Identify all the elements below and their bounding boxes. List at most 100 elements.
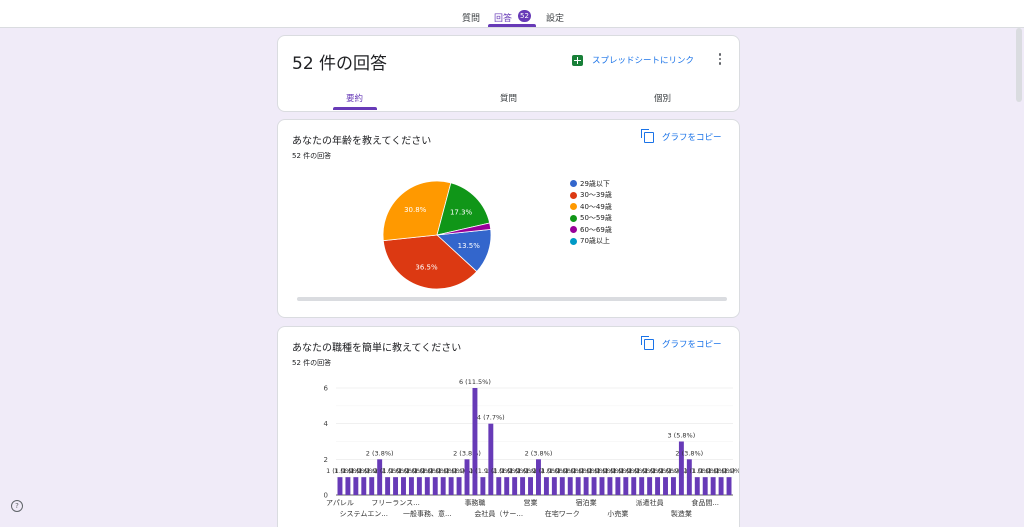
legend-label-5: 70歳以上 (580, 237, 610, 246)
bar-31 (583, 477, 589, 495)
x-tick-label: フリーランス... (371, 499, 420, 507)
bar-16 (464, 459, 470, 495)
bar-data-label-42: 1 (1.9%) (660, 467, 688, 475)
subtab-individual[interactable]: 個別 (654, 94, 672, 104)
bar-48 (718, 477, 724, 495)
bar-data-label-14: 1 (1.9%) (437, 467, 465, 475)
bar-data-label-24: 1 (1.9%) (517, 467, 545, 475)
bar-25 (536, 459, 541, 495)
bar-20 (496, 477, 502, 495)
top-navigation: 質問 回答 52 設定 (0, 0, 1024, 28)
legend-item-1: 30～39歳 (570, 190, 612, 202)
bar-data-label-33: 1 (1.9%) (588, 467, 616, 475)
bar-data-label-19: 4 (7.7%) (477, 414, 505, 422)
bar-data-label-35: 1 (1.9%) (604, 467, 632, 475)
bar-data-label-17: 6 (11.5%) (459, 378, 491, 386)
legend-item-5: 70歳以上 (570, 236, 612, 248)
bar-19 (488, 423, 494, 495)
horizontal-scrollbar[interactable] (297, 297, 727, 301)
bar-11 (424, 477, 430, 495)
bar-14 (448, 477, 454, 495)
pie-slice-1 (382, 234, 478, 290)
bar-data-label-26: 1 (1.9%) (533, 467, 561, 475)
bar-24 (528, 477, 533, 495)
bar-data-label-3: 1 (1.9%) (350, 467, 378, 475)
bar-47 (710, 477, 716, 495)
bar-data-label-10: 1 (1.9%) (405, 467, 433, 475)
bar-30 (575, 477, 581, 495)
legend-label-4: 60～69歳 (580, 225, 612, 234)
bar-data-label-22: 1 (1.9%) (501, 467, 529, 475)
page-scrollbar[interactable] (1016, 28, 1022, 102)
copy-icon (641, 128, 654, 143)
bar-33 (599, 477, 605, 495)
y-tick-label: 2 (324, 456, 328, 464)
bar-data-label-36: 1 (1.9%) (612, 467, 640, 475)
bar-10 (416, 477, 422, 495)
bar-3 (361, 477, 367, 495)
legend-label-0: 29歳以下 (580, 179, 610, 188)
bar-data-label-6: 1 (1.9%) (374, 467, 402, 475)
bar-0 (337, 477, 343, 495)
legend-item-2: 40～49歳 (570, 201, 612, 213)
more-vert-icon[interactable] (718, 53, 722, 67)
bar-41 (663, 477, 668, 495)
bar-data-label-29: 1 (1.9%) (556, 467, 584, 475)
bar-7 (393, 477, 399, 495)
responses-header-card: 52 件の回答 スプレッドシートにリンク 要約 質問 個別 (277, 35, 740, 112)
pie-slice-label-0: 13.5% (458, 242, 481, 250)
tab-responses[interactable]: 回答 (494, 14, 513, 24)
bar-data-label-32: 1 (1.9%) (580, 467, 608, 475)
tab-questions[interactable]: 質問 (462, 14, 481, 24)
link-spreadsheet-button[interactable]: スプレッドシートにリンク (572, 54, 694, 66)
x-tick-label: 会社員（サー... (474, 509, 523, 518)
bar-data-label-49: 1 (1.9%) (715, 467, 739, 475)
age-pie-chart: 13.5% 36.5% 30.8% 17.3% (382, 180, 492, 290)
bar-8 (401, 477, 406, 495)
bar-5 (377, 459, 383, 495)
x-tick-label: 事務職 (464, 498, 485, 507)
bar-6 (385, 477, 391, 495)
subtab-summary[interactable]: 要約 (346, 94, 364, 104)
bar-1 (345, 477, 351, 495)
bar-42 (670, 477, 676, 495)
tab-settings[interactable]: 設定 (546, 14, 565, 24)
bar-data-label-38: 1 (1.9%) (628, 467, 656, 475)
copy-chart-label: グラフをコピー (662, 340, 722, 350)
bar-34 (607, 477, 613, 495)
bar-data-label-9: 1 (1.9%) (398, 467, 426, 475)
x-tick-label: 派遣社員 (636, 498, 664, 507)
bar-45 (694, 477, 700, 495)
active-subtab-indicator (333, 107, 377, 110)
help-icon[interactable]: ? (11, 500, 23, 512)
bar-data-label-37: 1 (1.9%) (620, 467, 648, 475)
job-question-card: あなたの職種を簡単に教えてください 52 件の回答 グラフをコピー 0 2 4 6 1 … (277, 326, 740, 527)
bar-35 (615, 477, 621, 495)
bar-data-label-21: 1 (1.9%) (493, 467, 521, 475)
bar-27 (551, 477, 557, 495)
bar-data-label-28: 1 (1.9%) (548, 467, 576, 475)
bar-32 (591, 477, 597, 495)
x-tick-label: システムエン... (340, 510, 388, 518)
bar-data-label-40: 1 (1.9%) (644, 467, 672, 475)
job-response-count: 52 件の回答 (292, 359, 332, 367)
bar-data-label-18: 1 (1.9%) (469, 467, 497, 475)
copy-chart-button-2[interactable]: グラフをコピー (641, 335, 722, 350)
bar-data-label-13: 1 (1.9%) (429, 467, 457, 475)
subtab-question[interactable]: 質問 (500, 94, 518, 104)
bar-data-label-23: 1 (1.9%) (509, 467, 537, 475)
bar-26 (543, 477, 549, 495)
bar-49 (726, 477, 732, 495)
bar-12 (432, 477, 438, 495)
x-tick-label: 食品間... (691, 498, 719, 507)
bar-40 (655, 477, 661, 495)
bar-9 (408, 477, 414, 495)
copy-chart-button[interactable]: グラフをコピー (641, 128, 722, 143)
legend-item-0: 29歳以下 (570, 178, 612, 190)
legend-item-4: 60～69歳 (570, 224, 612, 236)
pie-slice-label-1: 36.5% (415, 263, 438, 271)
pie-slice-label-2: 30.8% (404, 206, 427, 214)
x-tick-label: 一般事務、意... (403, 509, 452, 518)
bar-37 (631, 477, 637, 495)
age-question-title: あなたの年齢を教えてください (292, 136, 432, 147)
